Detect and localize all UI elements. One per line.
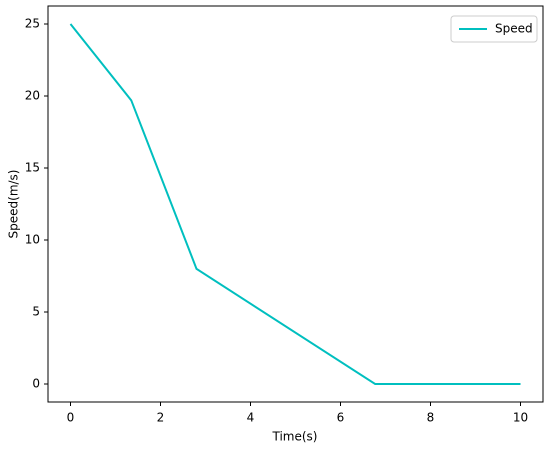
legend-box (450, 15, 538, 43)
x-tick-label: 4 (247, 411, 255, 425)
x-tick-label: 6 (337, 411, 345, 425)
y-tick-label: 20 (25, 89, 40, 103)
plot-frame (47, 5, 544, 403)
x-axis-label: Time(s) (272, 430, 318, 444)
x-tick-label: 8 (427, 411, 435, 425)
y-tick-label: 25 (25, 17, 40, 31)
y-tick-label: 15 (25, 161, 40, 175)
y-axis-label: Speed(m/s) (7, 170, 21, 239)
x-tick-label: 0 (67, 411, 75, 425)
x-tick-label: 10 (513, 411, 528, 425)
y-tick-label: 0 (32, 377, 40, 391)
x-tick-label: 2 (157, 411, 165, 425)
y-tick-label: 10 (25, 233, 40, 247)
legend-label: Speed (495, 22, 533, 36)
data-line (69, 23, 521, 385)
y-tick-label: 5 (32, 305, 40, 319)
